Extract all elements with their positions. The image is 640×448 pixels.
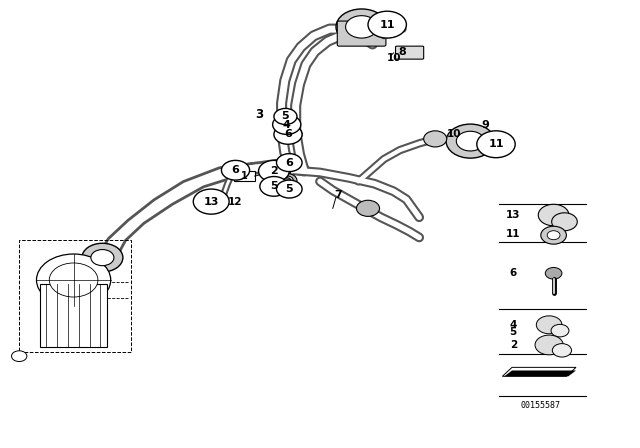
Circle shape xyxy=(274,125,302,144)
Circle shape xyxy=(552,344,572,357)
Circle shape xyxy=(536,316,562,334)
Circle shape xyxy=(552,213,577,231)
FancyBboxPatch shape xyxy=(488,139,509,150)
Circle shape xyxy=(274,108,297,125)
Circle shape xyxy=(424,131,447,147)
Circle shape xyxy=(273,115,301,134)
Circle shape xyxy=(276,125,302,143)
Text: 11: 11 xyxy=(380,20,395,30)
Text: 4: 4 xyxy=(509,320,517,330)
Circle shape xyxy=(260,177,288,196)
Text: 2: 2 xyxy=(270,166,278,176)
Circle shape xyxy=(259,160,289,182)
Text: 5: 5 xyxy=(282,112,289,121)
FancyBboxPatch shape xyxy=(234,171,255,181)
Text: 00155587: 00155587 xyxy=(521,401,561,410)
Text: 6: 6 xyxy=(284,129,292,139)
Circle shape xyxy=(276,111,296,125)
Circle shape xyxy=(266,181,282,192)
Circle shape xyxy=(276,117,299,134)
Text: 4: 4 xyxy=(283,120,291,129)
Text: 13: 13 xyxy=(204,197,219,207)
Circle shape xyxy=(283,122,292,129)
Circle shape xyxy=(551,324,569,337)
Circle shape xyxy=(280,113,292,122)
Circle shape xyxy=(271,167,282,175)
FancyBboxPatch shape xyxy=(337,21,386,46)
Circle shape xyxy=(283,185,296,194)
Circle shape xyxy=(82,243,123,272)
Circle shape xyxy=(280,120,295,131)
Circle shape xyxy=(278,155,301,171)
Circle shape xyxy=(231,167,240,173)
Text: 5: 5 xyxy=(285,184,293,194)
Circle shape xyxy=(221,160,250,180)
Text: 6: 6 xyxy=(285,158,293,168)
FancyBboxPatch shape xyxy=(40,284,107,347)
Circle shape xyxy=(276,173,297,188)
Text: 5: 5 xyxy=(509,327,517,337)
Circle shape xyxy=(281,129,298,140)
Text: 12: 12 xyxy=(228,198,243,207)
Circle shape xyxy=(224,162,247,178)
Circle shape xyxy=(279,182,300,196)
Text: 3: 3 xyxy=(255,108,263,121)
FancyBboxPatch shape xyxy=(396,46,424,59)
Circle shape xyxy=(283,178,291,183)
Polygon shape xyxy=(504,370,576,376)
Text: 8: 8 xyxy=(398,47,406,56)
Text: 11: 11 xyxy=(506,229,520,239)
Circle shape xyxy=(280,176,293,185)
Circle shape xyxy=(446,124,495,158)
Circle shape xyxy=(276,180,302,198)
Text: 10: 10 xyxy=(447,129,461,139)
Polygon shape xyxy=(502,367,576,376)
Text: 6: 6 xyxy=(509,268,517,278)
Circle shape xyxy=(346,16,378,38)
Circle shape xyxy=(269,183,278,190)
Circle shape xyxy=(285,159,294,166)
Circle shape xyxy=(36,254,111,306)
Text: 7: 7 xyxy=(334,190,342,200)
Circle shape xyxy=(91,250,114,266)
Circle shape xyxy=(547,231,560,240)
Circle shape xyxy=(284,131,294,138)
Circle shape xyxy=(368,11,406,38)
Circle shape xyxy=(228,165,243,176)
Circle shape xyxy=(49,263,98,297)
Circle shape xyxy=(282,157,297,168)
Circle shape xyxy=(535,335,563,355)
Text: 9: 9 xyxy=(481,121,489,130)
Circle shape xyxy=(541,226,566,244)
Circle shape xyxy=(262,178,285,194)
Text: 11: 11 xyxy=(488,139,504,149)
Circle shape xyxy=(12,351,27,362)
Circle shape xyxy=(545,267,562,279)
Circle shape xyxy=(268,165,285,177)
Text: 6: 6 xyxy=(232,165,239,175)
Circle shape xyxy=(477,131,515,158)
Circle shape xyxy=(356,200,380,216)
Text: 10: 10 xyxy=(387,53,401,63)
Circle shape xyxy=(282,115,290,121)
Circle shape xyxy=(456,131,484,151)
Circle shape xyxy=(262,161,291,181)
Circle shape xyxy=(336,9,387,45)
Text: 5: 5 xyxy=(270,181,278,191)
Text: 2: 2 xyxy=(509,340,517,350)
Text: 13: 13 xyxy=(506,210,520,220)
Circle shape xyxy=(193,189,229,214)
Circle shape xyxy=(276,154,302,172)
Circle shape xyxy=(285,186,293,192)
Circle shape xyxy=(538,204,569,226)
Text: 1: 1 xyxy=(241,171,248,181)
